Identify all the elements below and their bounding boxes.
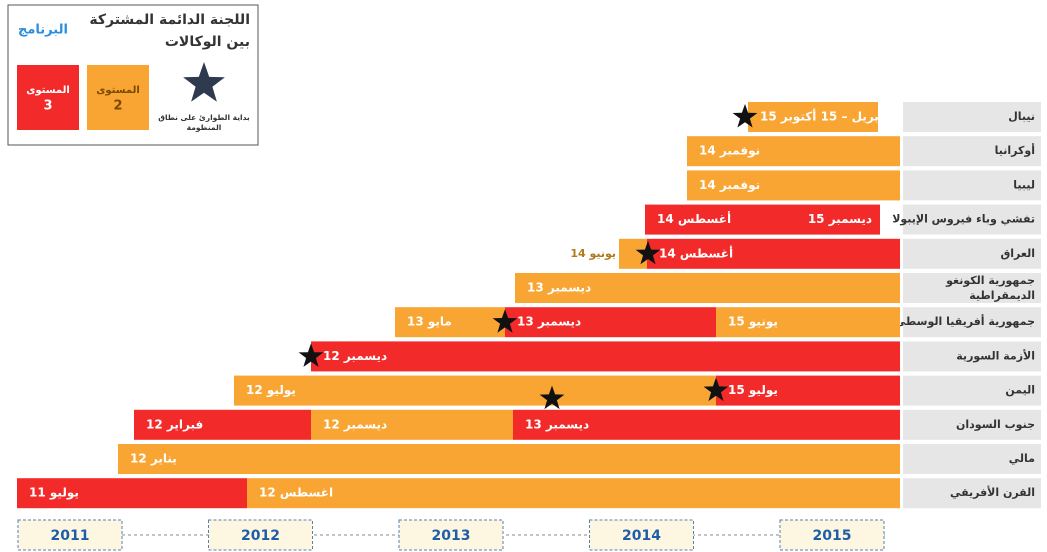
year-label: 2012	[241, 528, 280, 544]
segment-label: 12 ديسمبر	[323, 349, 387, 363]
year-label: 2015	[813, 528, 852, 544]
legend-star-label: بداية الطوارئ على نطاق	[158, 113, 250, 122]
segment-label: 13 ديسمبر	[525, 417, 589, 431]
row-label: جمهورية أفريقيا الوسطى	[895, 314, 1035, 328]
row-label-bg	[903, 478, 1041, 509]
legend-title: اللجنة الدائمة المشتركة	[89, 12, 250, 28]
segment-label: 15 يونيو	[728, 315, 778, 330]
segment-label: 12 اغسطس	[259, 486, 333, 500]
segment	[647, 238, 900, 269]
segment	[134, 409, 311, 440]
legend-level-name: المستوى	[26, 85, 70, 96]
row-label-bg	[903, 341, 1041, 372]
row-label-bg	[903, 238, 1041, 269]
row-label: جنوب السودان	[956, 418, 1035, 431]
row-label: اليمن	[1005, 384, 1035, 397]
start-star	[539, 385, 565, 410]
segment	[311, 409, 513, 440]
segment-label: 12 يناير	[130, 452, 177, 466]
segment	[395, 307, 505, 338]
row-label-bg	[903, 136, 1041, 167]
row-label-bg	[903, 102, 1041, 132]
legend-level-name: المستوى	[96, 85, 140, 96]
start-star	[635, 240, 661, 265]
legend-star-label: المنظومة	[187, 123, 222, 132]
legend-level-number: 2	[113, 99, 122, 114]
segment	[17, 478, 247, 509]
year-box	[589, 519, 694, 551]
segment-label: 12 يوليو	[246, 383, 296, 398]
year-label: 2013	[432, 528, 471, 544]
row-label: القرن الأفريقي	[950, 485, 1035, 499]
legend-swatch	[17, 65, 79, 130]
segment-label: 15 يوليو	[728, 383, 778, 398]
segment	[716, 307, 900, 338]
row-label: جمهورية الكونغو	[945, 274, 1035, 287]
year-box	[398, 519, 504, 551]
row-label: الأزمة السورية	[956, 348, 1035, 362]
row-label-bg	[903, 273, 1041, 303]
legend-title: بين الوكالات	[165, 34, 250, 50]
segment	[234, 375, 716, 406]
segment-label: 14 أغسطس	[657, 211, 731, 226]
year-box	[208, 519, 313, 551]
year-label: 2014	[622, 528, 661, 544]
row-label: أوكرانيا	[995, 143, 1035, 157]
legend-star	[183, 62, 225, 102]
segment-label: 13 ديسمبر	[517, 315, 581, 329]
legend-level-number: 3	[43, 99, 52, 114]
segment	[513, 409, 900, 440]
segment-label: 13 ديسمبر	[527, 281, 591, 295]
segment-label: 15 أبريل – 15 أكتوبر	[760, 109, 883, 125]
segment-label: 12 ديسمبر	[323, 417, 387, 431]
segment	[687, 136, 900, 167]
year-box	[17, 519, 123, 551]
start-star	[703, 377, 729, 402]
row-label: العراق	[1000, 247, 1035, 260]
segment	[687, 170, 900, 201]
segment	[118, 444, 900, 474]
year-label: 2011	[51, 528, 90, 544]
row-label-bg	[903, 204, 1041, 235]
segment	[247, 478, 900, 509]
legend-swatch	[87, 65, 149, 130]
segment	[311, 341, 900, 372]
row-label: نيبال	[1008, 110, 1035, 123]
segment-label: 11 يوليو	[29, 486, 79, 501]
row-label-bg	[903, 375, 1041, 406]
row-label-bg	[903, 170, 1041, 201]
year-box	[779, 519, 885, 551]
legend-program: البرنامج	[18, 23, 68, 38]
segment	[645, 204, 880, 235]
segment	[515, 273, 900, 303]
start-star	[732, 104, 758, 128]
row-label-bg	[903, 409, 1041, 440]
row-label-bg	[903, 307, 1041, 338]
segment	[505, 307, 716, 338]
row-label: ليبيا	[1013, 178, 1035, 191]
segment-label: 14 نوفمبر	[699, 144, 760, 159]
segment-end-label: 15 ديسمبر	[808, 212, 872, 226]
row-label-bg	[903, 444, 1041, 474]
segment-label: 14 أغسطس	[659, 245, 733, 260]
segment-label: 14 يونيو	[570, 247, 616, 260]
segment-label: 14 نوفمبر	[699, 178, 760, 193]
start-star	[492, 309, 518, 333]
start-star	[298, 343, 324, 367]
segment	[748, 102, 878, 132]
segment-label: 13 مايو	[407, 315, 452, 330]
row-label: مالي	[1009, 452, 1035, 465]
row-label: تفشي وباء فيروس الإيبولا	[892, 213, 1035, 226]
row-label: الديمقراطية	[969, 289, 1035, 302]
segment	[716, 375, 900, 406]
segment-label: 12 فبراير	[146, 417, 203, 431]
